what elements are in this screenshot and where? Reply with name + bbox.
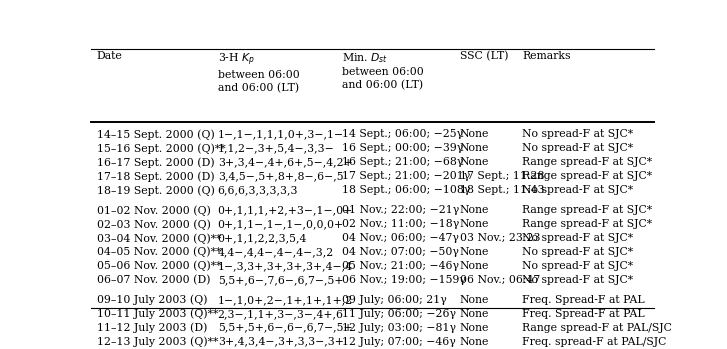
Text: None: None <box>460 247 489 257</box>
Text: Remarks: Remarks <box>522 51 571 61</box>
Text: No spread-F at SJC*: No spread-F at SJC* <box>522 129 633 139</box>
Text: 16 Sept.; 00:00; −39γ: 16 Sept.; 00:00; −39γ <box>342 143 463 153</box>
Text: None: None <box>460 323 489 333</box>
Text: 01–02 Nov. 2000 (Q): 01–02 Nov. 2000 (Q) <box>97 205 210 216</box>
Text: Freq. spread-F at PAL/SJC: Freq. spread-F at PAL/SJC <box>522 337 666 347</box>
Text: 0+,1,1,2,2,3,5,4: 0+,1,1,2,2,3,5,4 <box>217 233 307 243</box>
Text: Range spread-F at SJC*: Range spread-F at SJC* <box>522 157 652 167</box>
Text: Date: Date <box>97 51 122 61</box>
Text: No spread-F at SJC*: No spread-F at SJC* <box>522 185 633 195</box>
Text: 4,4−,4,4−,4−,4−,3,2: 4,4−,4,4−,4−,4−,3,2 <box>217 247 334 257</box>
Text: 06 Nov.; 06:47: 06 Nov.; 06:47 <box>460 275 540 285</box>
Text: None: None <box>460 295 489 305</box>
Text: No spread-F at SJC*: No spread-F at SJC* <box>522 261 633 271</box>
Text: SSC (LT): SSC (LT) <box>460 51 508 61</box>
Text: 12 July; 07:00; −46γ: 12 July; 07:00; −46γ <box>342 337 455 347</box>
Text: 5,5+,6−,7,6−,6,7−,5+: 5,5+,6−,7,6−,6,7−,5+ <box>217 275 343 285</box>
Text: None: None <box>460 261 489 271</box>
Text: 0+,1,1−,1−,1−,0,0,0+: 0+,1,1−,1−,1−,0,0,0+ <box>217 219 344 229</box>
Text: None: None <box>460 219 489 229</box>
Text: 06 Nov.; 19:00; −159γ: 06 Nov.; 19:00; −159γ <box>342 275 465 285</box>
Text: 1−,3,3+,3+,3+,3+,4−,4: 1−,3,3+,3+,3+,3+,4−,4 <box>217 261 353 271</box>
Text: 1−,1,0+,2−,1+,1+,1+,2: 1−,1,0+,2−,1+,1+,1+,2 <box>217 295 353 305</box>
Text: None: None <box>460 309 489 319</box>
Text: 03–04 Nov. 2000 (Q)**: 03–04 Nov. 2000 (Q)** <box>97 233 221 244</box>
Text: 05 Nov.; 21:00; −46γ: 05 Nov.; 21:00; −46γ <box>342 261 459 271</box>
Text: 5,5+,5+,6−,6−,6,7−,5+: 5,5+,5+,6−,6−,6,7−,5+ <box>217 323 353 333</box>
Text: 2,3−,1,1+,3−,3−,4+,6: 2,3−,1,1+,3−,3−,4+,6 <box>217 309 344 319</box>
Text: None: None <box>460 143 489 153</box>
Text: 1,1,2−,3+,5,4−,3,3−: 1,1,2−,3+,5,4−,3,3− <box>217 143 334 153</box>
Text: Range spread-F at SJC*: Range spread-F at SJC* <box>522 171 652 181</box>
Text: 3+,3,4−,4+,6+,5−,4,2+: 3+,3,4−,4+,6+,5−,4,2+ <box>217 157 353 167</box>
Text: 14 Sept.; 06:00; −25γ: 14 Sept.; 06:00; −25γ <box>342 129 462 139</box>
Text: 17 Sept.; 11:28: 17 Sept.; 11:28 <box>460 171 545 181</box>
Text: 05–06 Nov. 2000 (Q)**: 05–06 Nov. 2000 (Q)** <box>97 261 221 272</box>
Text: 06–07 Nov. 2000 (D): 06–07 Nov. 2000 (D) <box>97 275 210 285</box>
Text: Range spread-F at SJC*: Range spread-F at SJC* <box>522 205 652 215</box>
Text: None: None <box>460 205 489 215</box>
Text: 18 Sept.; 11:43: 18 Sept.; 11:43 <box>460 185 545 195</box>
Text: No spread-F at SJC*: No spread-F at SJC* <box>522 275 633 285</box>
Text: None: None <box>460 129 489 139</box>
Text: 01 Nov.; 22:00; −21γ: 01 Nov.; 22:00; −21γ <box>342 205 459 215</box>
Text: 6,6,6,3,3,3,3,3: 6,6,6,3,3,3,3,3 <box>217 185 298 195</box>
Text: 09 July; 06:00; 21γ: 09 July; 06:00; 21γ <box>342 295 446 305</box>
Text: 17 Sept.; 21:00; −201γ: 17 Sept.; 21:00; −201γ <box>342 171 470 181</box>
Text: 18 Sept.; 06:00; −108γ: 18 Sept.; 06:00; −108γ <box>342 185 470 195</box>
Text: 02 Nov.; 11:00; −18γ: 02 Nov.; 11:00; −18γ <box>342 219 459 229</box>
Text: Min. $D_{st}$
between 06:00
and 06:00 (LT): Min. $D_{st}$ between 06:00 and 06:00 (L… <box>342 51 423 90</box>
Text: 15–16 Sept. 2000 (Q)**: 15–16 Sept. 2000 (Q)** <box>97 143 225 154</box>
Text: 09–10 July 2003 (Q): 09–10 July 2003 (Q) <box>97 295 207 305</box>
Text: 16–17 Sept. 2000 (D): 16–17 Sept. 2000 (D) <box>97 157 214 168</box>
Text: 16 Sept.; 21:00; −68γ: 16 Sept.; 21:00; −68γ <box>342 157 463 167</box>
Text: No spread-F at SJC*: No spread-F at SJC* <box>522 233 633 243</box>
Text: 03 Nov.; 23:23: 03 Nov.; 23:23 <box>460 233 540 243</box>
Text: 18–19 Sept. 2000 (Q): 18–19 Sept. 2000 (Q) <box>97 185 214 196</box>
Text: 0+,1,1,1,+2,+3−,1−,0+: 0+,1,1,1,+2,+3−,1−,0+ <box>217 205 353 215</box>
Text: 1−,1−,1,1,1,0+,3−,1−: 1−,1−,1,1,1,0+,3−,1− <box>217 129 344 139</box>
Text: 3+,4,3,4−,3+,3,3−,3+: 3+,4,3,4−,3+,3,3−,3+ <box>217 337 344 347</box>
Text: 3,4,5−,5+,8+,8−,6−,5: 3,4,5−,5+,8+,8−,6−,5 <box>217 171 343 181</box>
Text: No spread-F at SJC*: No spread-F at SJC* <box>522 247 633 257</box>
Text: 10–11 July 2003 (Q)**: 10–11 July 2003 (Q)** <box>97 309 218 319</box>
Text: None: None <box>460 337 489 347</box>
Text: 12 July; 03:00; −81γ: 12 July; 03:00; −81γ <box>342 323 456 333</box>
Text: 04 Nov.; 06:00; −47γ: 04 Nov.; 06:00; −47γ <box>342 233 459 243</box>
Text: 3-H $K_p$
between 06:00
and 06:00 (LT): 3-H $K_p$ between 06:00 and 06:00 (LT) <box>217 51 300 93</box>
Text: 11–12 July 2003 (D): 11–12 July 2003 (D) <box>97 323 207 333</box>
Text: Range spread-F at PAL/SJC: Range spread-F at PAL/SJC <box>522 323 672 333</box>
Text: No spread-F at SJC*: No spread-F at SJC* <box>522 143 633 153</box>
Text: Range spread-F at SJC*: Range spread-F at SJC* <box>522 219 652 229</box>
Text: 17–18 Sept. 2000 (D): 17–18 Sept. 2000 (D) <box>97 171 214 182</box>
Text: 14–15 Sept. 2000 (Q): 14–15 Sept. 2000 (Q) <box>97 129 214 140</box>
Text: None: None <box>460 157 489 167</box>
Text: Freq. Spread-F at PAL: Freq. Spread-F at PAL <box>522 295 645 305</box>
Text: 11 July; 06:00; −26γ: 11 July; 06:00; −26γ <box>342 309 456 319</box>
Text: 04 Nov.; 07:00; −50γ: 04 Nov.; 07:00; −50γ <box>342 247 459 257</box>
Text: 04–05 Nov. 2000 (Q)**: 04–05 Nov. 2000 (Q)** <box>97 247 221 258</box>
Text: 02–03 Nov. 2000 (Q): 02–03 Nov. 2000 (Q) <box>97 219 210 230</box>
Text: Freq. Spread-F at PAL: Freq. Spread-F at PAL <box>522 309 645 319</box>
Text: 12–13 July 2003 (Q)**: 12–13 July 2003 (Q)** <box>97 337 218 347</box>
